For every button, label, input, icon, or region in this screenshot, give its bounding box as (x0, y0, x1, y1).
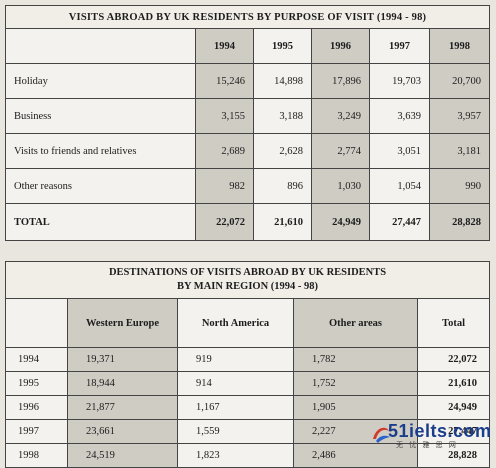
total-cell: 24,949 (311, 203, 370, 241)
data-cell: 1,167 (177, 395, 294, 420)
table-row: 1995 18,944 914 1,752 21,610 (5, 371, 491, 396)
total-cell: 22,072 (195, 203, 254, 241)
total-cell: 24,949 (416, 395, 491, 420)
data-cell: 3,957 (428, 98, 491, 134)
data-cell: 1,782 (293, 347, 418, 372)
table-row: 1997 23,661 1,559 2,227 27,447 (5, 419, 491, 444)
page: VISITS ABROAD BY UK RESIDENTS BY PURPOSE… (4, 5, 492, 468)
data-cell: 15,246 (195, 63, 254, 99)
destinations-header-row: Western Europe North America Other areas… (5, 298, 491, 348)
data-cell: 2,774 (311, 133, 370, 169)
total-cell: 21,610 (253, 203, 312, 241)
table-row: Visits to friends and relatives 2,689 2,… (5, 133, 491, 169)
data-cell: 21,877 (67, 395, 178, 420)
data-cell: 1,823 (177, 443, 294, 468)
watermark-subtitle: 无 忧 雅 思 网 (396, 441, 458, 449)
data-cell: 1,054 (369, 168, 430, 204)
data-cell: 982 (195, 168, 254, 204)
data-cell: 18,944 (67, 371, 178, 396)
data-cell: 17,896 (311, 63, 370, 99)
destinations-title-line1: DESTINATIONS OF VISITS ABROAD BY UK RESI… (108, 267, 387, 278)
total-cell: 22,072 (416, 347, 491, 372)
data-cell: 23,661 (67, 419, 178, 444)
swirl-icon (373, 427, 390, 443)
row-label: Holiday (5, 63, 196, 99)
destinations-table: DESTINATIONS OF VISITS ABROAD BY UK RESI… (4, 261, 491, 468)
table-row: Holiday 15,246 14,898 17,896 19,703 20,7… (5, 63, 491, 99)
data-cell: 19,371 (67, 347, 178, 372)
data-cell: 14,898 (253, 63, 312, 99)
purpose-table: VISITS ABROAD BY UK RESIDENTS BY PURPOSE… (4, 5, 491, 241)
purpose-table-title: VISITS ABROAD BY UK RESIDENTS BY PURPOSE… (4, 5, 491, 29)
column-header: Other areas (293, 298, 418, 348)
table-row: Business 3,155 3,188 3,249 3,639 3,957 (5, 98, 491, 134)
row-label: Business (5, 98, 196, 134)
data-cell: 1,559 (177, 419, 294, 444)
data-cell: 914 (177, 371, 294, 396)
data-cell: 2,689 (195, 133, 254, 169)
data-cell: 20,700 (428, 63, 491, 99)
table-row: 1996 21,877 1,167 1,905 24,949 (5, 395, 491, 420)
data-cell: 3,155 (195, 98, 254, 134)
row-label: 1997 (5, 419, 68, 444)
destinations-title-line2: BY MAIN REGION (1994 - 98) (176, 281, 319, 292)
data-cell: 990 (428, 168, 491, 204)
data-cell: 3,188 (253, 98, 312, 134)
column-header: Total (416, 298, 491, 348)
data-cell: 919 (177, 347, 294, 372)
column-header: North America (177, 298, 294, 348)
column-header: 1995 (253, 28, 312, 64)
column-header: 1998 (428, 28, 491, 64)
total-cell: 27,447 (416, 419, 491, 444)
data-cell: 2,227 (293, 419, 418, 444)
data-cell: 3,051 (369, 133, 430, 169)
data-cell: 2,628 (253, 133, 312, 169)
watermark: 51ielts.com 无 忧 雅 思 网 (370, 421, 492, 451)
row-label: 1995 (5, 371, 68, 396)
data-cell: 19,703 (369, 63, 430, 99)
row-label: Visits to friends and relatives (5, 133, 196, 169)
purpose-header-row: 1994 1995 1996 1997 1998 (5, 28, 491, 64)
data-cell: 3,639 (369, 98, 430, 134)
destinations-header-blank (5, 298, 68, 348)
total-cell: 28,828 (428, 203, 491, 241)
row-label: TOTAL (5, 203, 196, 241)
data-cell: 1,030 (311, 168, 370, 204)
row-label: 1994 (5, 347, 68, 372)
table-row: Other reasons 982 896 1,030 1,054 990 (5, 168, 491, 204)
column-header: 1994 (195, 28, 254, 64)
total-row: TOTAL 22,072 21,610 24,949 27,447 28,828 (5, 203, 491, 241)
watermark-logo: 51ielts.com (388, 421, 492, 441)
column-header: 1997 (369, 28, 430, 64)
purpose-header-blank (5, 28, 196, 64)
table-row: 1994 19,371 919 1,782 22,072 (5, 347, 491, 372)
column-header: Western Europe (67, 298, 178, 348)
data-cell: 896 (253, 168, 312, 204)
data-cell: 24,519 (67, 443, 178, 468)
data-cell: 3,181 (428, 133, 491, 169)
row-label: 1996 (5, 395, 68, 420)
data-cell: 1,752 (293, 371, 418, 396)
total-cell: 27,447 (369, 203, 430, 241)
total-cell: 21,610 (416, 371, 491, 396)
data-cell: 1,905 (293, 395, 418, 420)
data-cell: 3,249 (311, 98, 370, 134)
row-label: 1998 (5, 443, 68, 468)
column-header: 1996 (311, 28, 370, 64)
row-label: Other reasons (5, 168, 196, 204)
destinations-table-title: DESTINATIONS OF VISITS ABROAD BY UK RESI… (4, 261, 491, 299)
